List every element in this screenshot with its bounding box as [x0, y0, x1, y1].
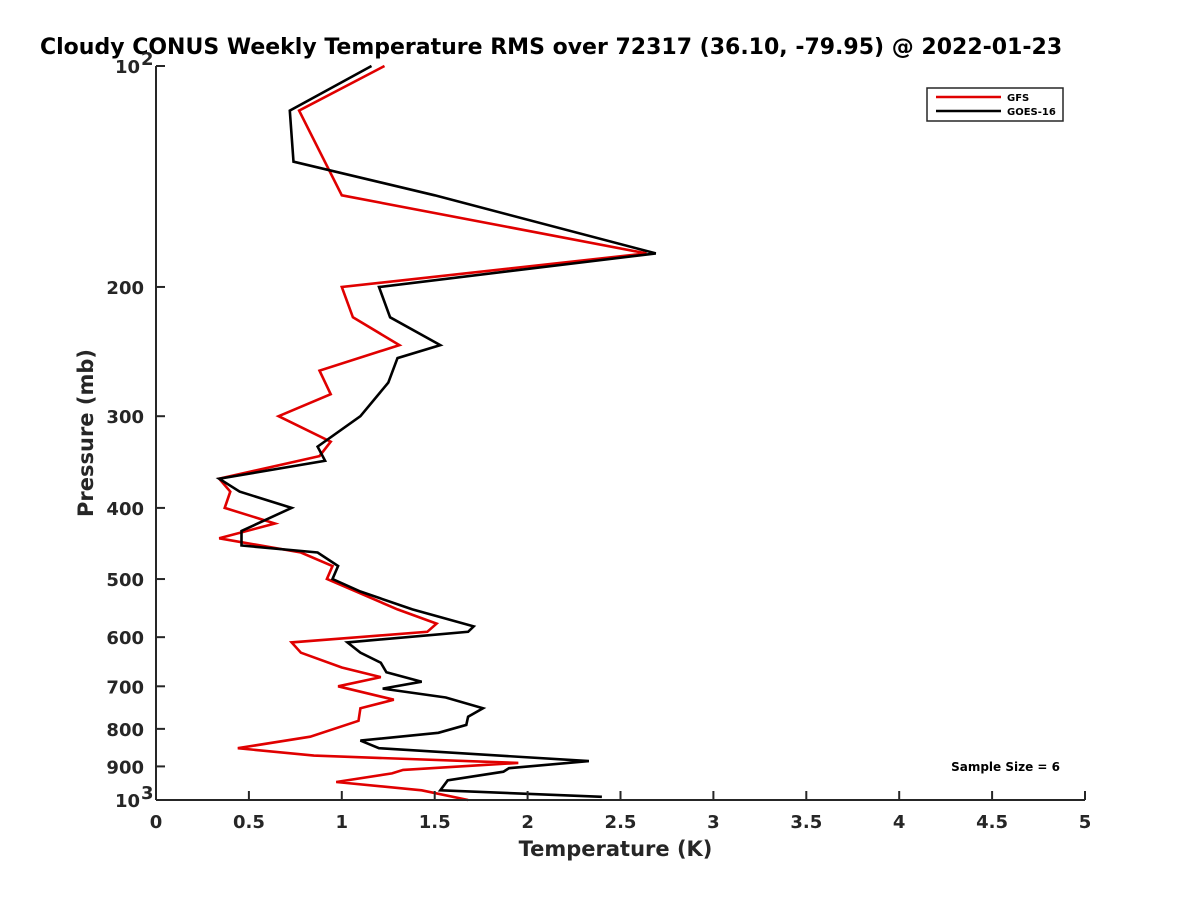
x-axis: 0 0.5 1 1.5 2 2.5 3 3.5 4 4.5 5 [150, 791, 1092, 833]
y-tick-label: 700 [106, 677, 144, 698]
y-tick-label: 200 [106, 278, 144, 299]
y-axis-line [155, 66, 157, 800]
legend-box [926, 87, 1064, 122]
x-tick-label: 2.5 [605, 812, 637, 833]
series-line-goes-16 [215, 64, 657, 799]
x-tick-label: 4.5 [976, 812, 1008, 833]
series-group [215, 64, 657, 802]
x-tick-label: 1 [336, 812, 349, 833]
y-tick-label: 10 [115, 791, 140, 812]
y-axis-label: Pressure (mb) [74, 349, 98, 517]
legend-label: GOES-16 [1007, 107, 1056, 118]
y-tick-label: 10 [115, 57, 140, 78]
legend: GFS GOES-16 [926, 87, 1064, 122]
x-tick-label: 5 [1079, 812, 1092, 833]
x-tick-label: 0.5 [233, 812, 265, 833]
y-tick-label: 300 [106, 407, 144, 428]
sample-size-annotation: Sample Size = 6 [951, 760, 1060, 774]
y-tick-label: 500 [106, 570, 144, 591]
y-tick-label: 800 [106, 720, 144, 741]
series-line-gfs [216, 64, 647, 802]
x-tick-label: 0 [150, 812, 163, 833]
x-axis-label: Temperature (K) [519, 837, 713, 861]
x-tick-label: 1.5 [419, 812, 451, 833]
y-tick-label: 400 [106, 499, 144, 520]
x-tick-label: 4 [893, 812, 906, 833]
legend-label: GFS [1007, 93, 1029, 104]
y-tick-exponent: 2 [141, 49, 154, 70]
x-tick-label: 2 [521, 812, 534, 833]
y-tick-label: 900 [106, 757, 144, 778]
x-tick-label: 3 [707, 812, 720, 833]
x-tick-label: 3.5 [790, 812, 822, 833]
chart-title: Cloudy CONUS Weekly Temperature RMS over… [40, 35, 1062, 60]
y-tick-label: 600 [106, 628, 144, 649]
y-tick-exponent: 3 [141, 783, 154, 804]
